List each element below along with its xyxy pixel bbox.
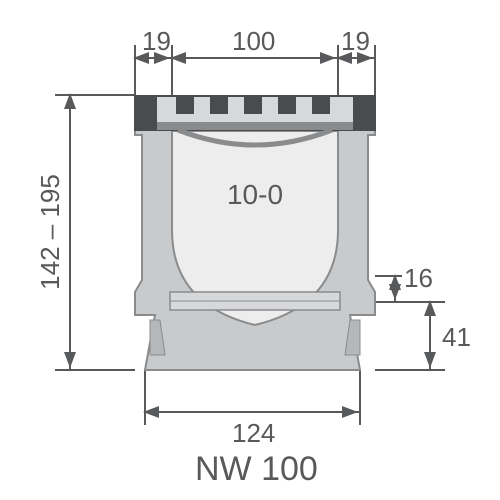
diagram-stage: 19 100 19 142 – 195 10-0 16 41 124 NW 10… bbox=[0, 0, 500, 500]
dim-16: 16 bbox=[404, 265, 433, 291]
dim-top-center: 100 bbox=[232, 28, 275, 54]
dim-base-width: 124 bbox=[232, 420, 275, 446]
title: NW 100 bbox=[195, 452, 318, 486]
center-mark: 10-0 bbox=[227, 181, 283, 209]
dim-height: 142 – 195 bbox=[37, 174, 63, 290]
dim-top-right: 19 bbox=[341, 28, 370, 54]
dim-41: 41 bbox=[442, 324, 471, 350]
channel-body bbox=[135, 96, 375, 370]
dim-top-left: 19 bbox=[142, 28, 171, 54]
